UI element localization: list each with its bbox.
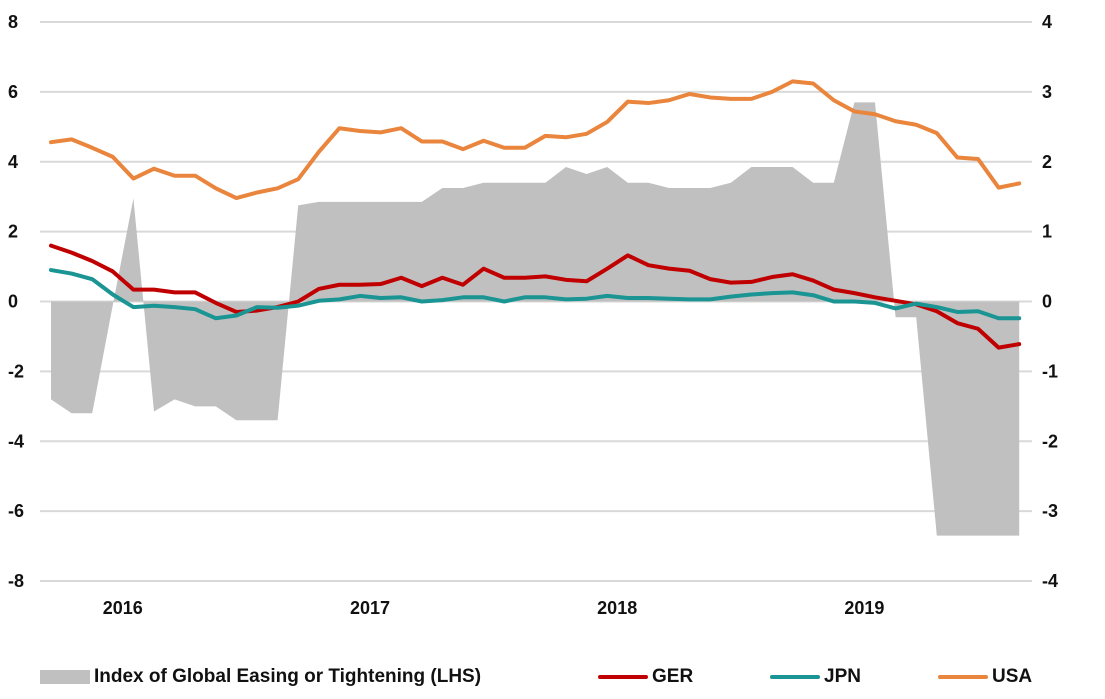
right-tick-label: -2 (1042, 431, 1058, 451)
right-tick-label: 3 (1042, 82, 1052, 102)
right-tick-label: 0 (1042, 292, 1052, 312)
left-tick-label: -8 (8, 571, 24, 591)
legend-item-index: Index of Global Easing or Tightening (LH… (40, 663, 481, 691)
legend-swatch-usa (938, 675, 988, 679)
right-tick-label: 4 (1042, 12, 1052, 32)
x-tick-label: 2018 (597, 598, 637, 618)
line-ger (49, 243, 1022, 350)
legend-label-usa: USA (992, 666, 1033, 687)
x-tick-label: 2017 (350, 598, 390, 618)
legend-item-usa: USA (938, 663, 1032, 691)
right-tick-label: -1 (1042, 361, 1058, 381)
right-tick-label: 2 (1042, 152, 1052, 172)
right-tick-label: 1 (1042, 222, 1052, 242)
right-axis-ticks: 4 3 2 1 0 -1 -2 -3 -4 (1042, 12, 1058, 591)
legend: Index of Global Easing or Tightening (LH… (40, 663, 1090, 691)
left-tick-label: 8 (8, 12, 18, 32)
line-jpn (49, 268, 1022, 321)
left-tick-label: -6 (8, 501, 24, 521)
legend-item-jpn: JPN (770, 663, 861, 691)
x-axis-ticks: 2016 2017 2018 2019 (103, 598, 885, 618)
area-easing-index (51, 102, 1020, 536)
legend-swatch-jpn (770, 675, 820, 679)
x-tick-label: 2016 (103, 598, 143, 618)
line-usa (49, 79, 1022, 201)
legend-label-index: Index of Global Easing or Tightening (LH… (94, 666, 482, 687)
left-tick-label: 2 (8, 222, 18, 242)
legend-label-ger: GER (652, 666, 694, 687)
left-tick-label: 0 (8, 292, 18, 312)
x-tick-label: 2019 (844, 598, 884, 618)
yield-lines (49, 79, 1022, 350)
left-tick-label: 6 (8, 82, 18, 102)
left-axis-ticks: 8 6 4 2 0 -2 -4 -6 -8 (8, 12, 24, 591)
legend-item-ger: GER (598, 663, 693, 691)
left-tick-label: -2 (8, 361, 24, 381)
right-tick-label: -4 (1042, 571, 1058, 591)
right-tick-label: -3 (1042, 501, 1058, 521)
chart: 8 6 4 2 0 -2 -4 -6 -8 4 3 2 1 0 -1 -2 -3 -4 2016 2017 2018… (8, 12, 1058, 618)
easing-index-area (51, 102, 1020, 536)
legend-label-jpn: JPN (824, 666, 861, 687)
legend-swatch-ger (598, 675, 648, 679)
left-tick-label: -4 (8, 431, 24, 451)
legend-swatch-index (40, 670, 90, 684)
left-tick-label: 4 (8, 152, 18, 172)
